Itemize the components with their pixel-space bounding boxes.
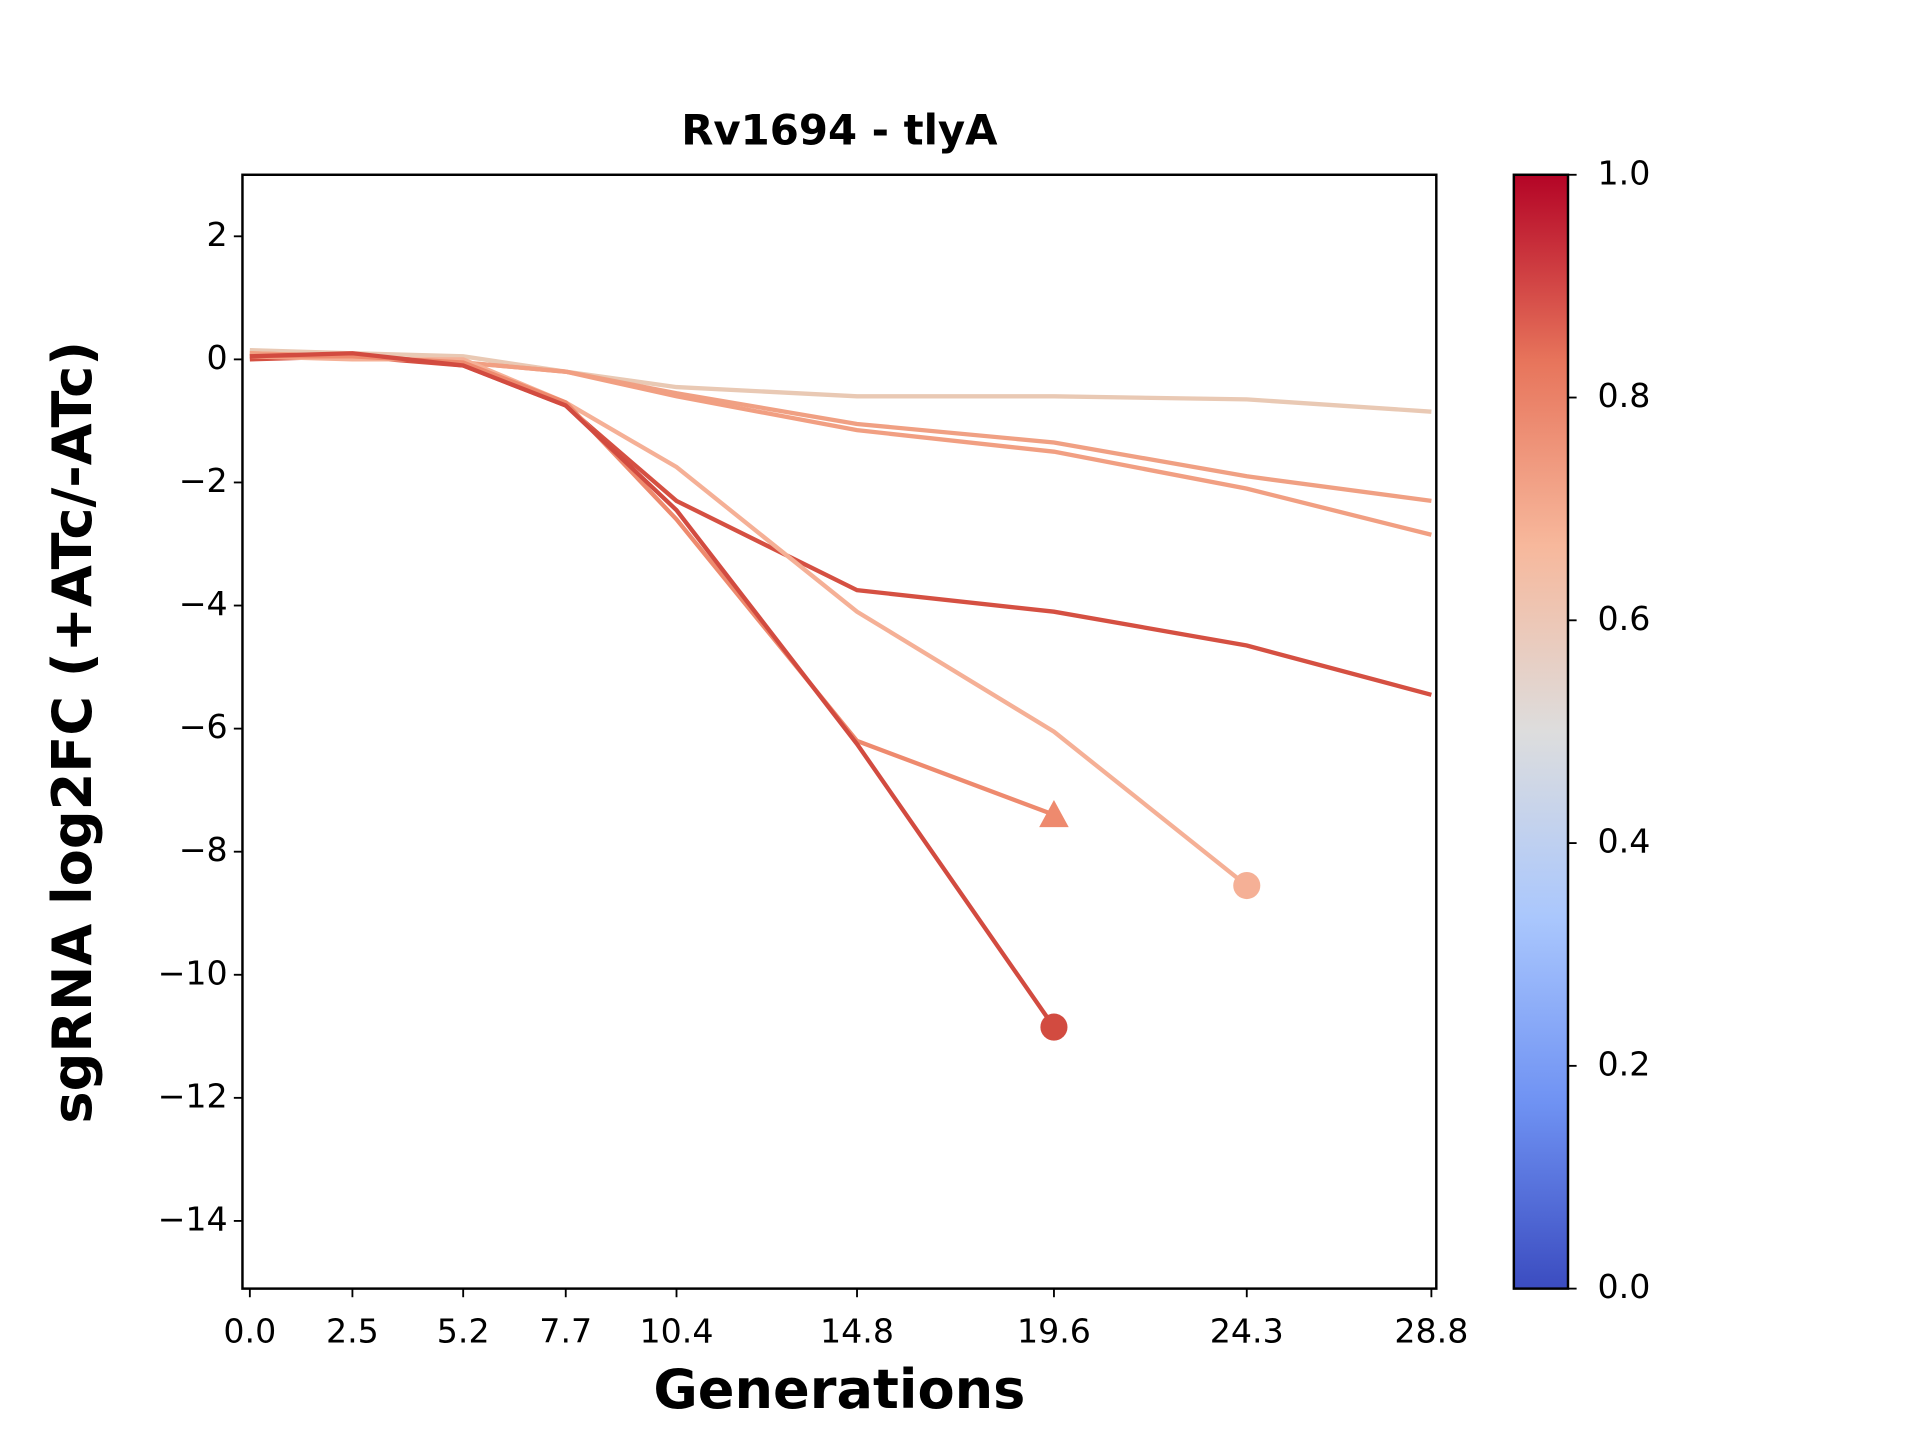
y-tick-label: −10	[158, 953, 228, 992]
x-tick-label: 10.4	[640, 1311, 714, 1350]
colorbar-tick-label: 0.2	[1598, 1044, 1651, 1083]
x-tick-label: 24.3	[1210, 1311, 1284, 1350]
x-tick-label: 7.7	[539, 1311, 592, 1350]
x-tick-label: 14.8	[820, 1311, 894, 1350]
y-tick-label: 0	[207, 338, 228, 377]
x-tick-label: 5.2	[437, 1311, 490, 1350]
colorbar-tick-label: 0.6	[1598, 599, 1651, 638]
y-tick-label: 2	[207, 215, 228, 254]
y-tick-label: −2	[179, 461, 228, 500]
series-line	[249, 348, 1432, 414]
end-marker	[1233, 872, 1261, 900]
x-axis-label: Generations	[653, 1358, 1025, 1421]
colorbar-tick-label: 0.4	[1598, 822, 1651, 861]
y-axis-label: sgRNA log2FC (+ATc/-ATc)	[41, 341, 104, 1124]
colorbar-tick-label: 1.0	[1598, 153, 1651, 192]
colorbar-tick-label: 0.0	[1598, 1267, 1651, 1306]
plot-frame	[241, 173, 1438, 1290]
chart-title: Rv1694 - tlyA	[681, 105, 998, 154]
colorbar	[1512, 173, 1570, 1290]
series-line	[249, 354, 1432, 697]
y-tick-label: −8	[179, 830, 228, 869]
end-marker	[1040, 1013, 1068, 1041]
x-tick-label: 2.5	[326, 1311, 379, 1350]
y-tick-label: −14	[158, 1199, 228, 1238]
end-marker	[1039, 800, 1069, 828]
y-tick-label: −12	[158, 1076, 228, 1115]
x-tick-label: 28.8	[1394, 1311, 1468, 1350]
x-tick-label: 19.6	[1017, 1311, 1091, 1350]
y-tick-label: −6	[179, 707, 228, 746]
colorbar-tick-label: 0.8	[1598, 376, 1651, 415]
y-tick-label: −4	[179, 584, 228, 623]
series-line	[249, 354, 1055, 817]
series-line	[249, 351, 1432, 537]
x-tick-label: 0.0	[223, 1311, 276, 1350]
series-line	[249, 351, 1056, 1029]
